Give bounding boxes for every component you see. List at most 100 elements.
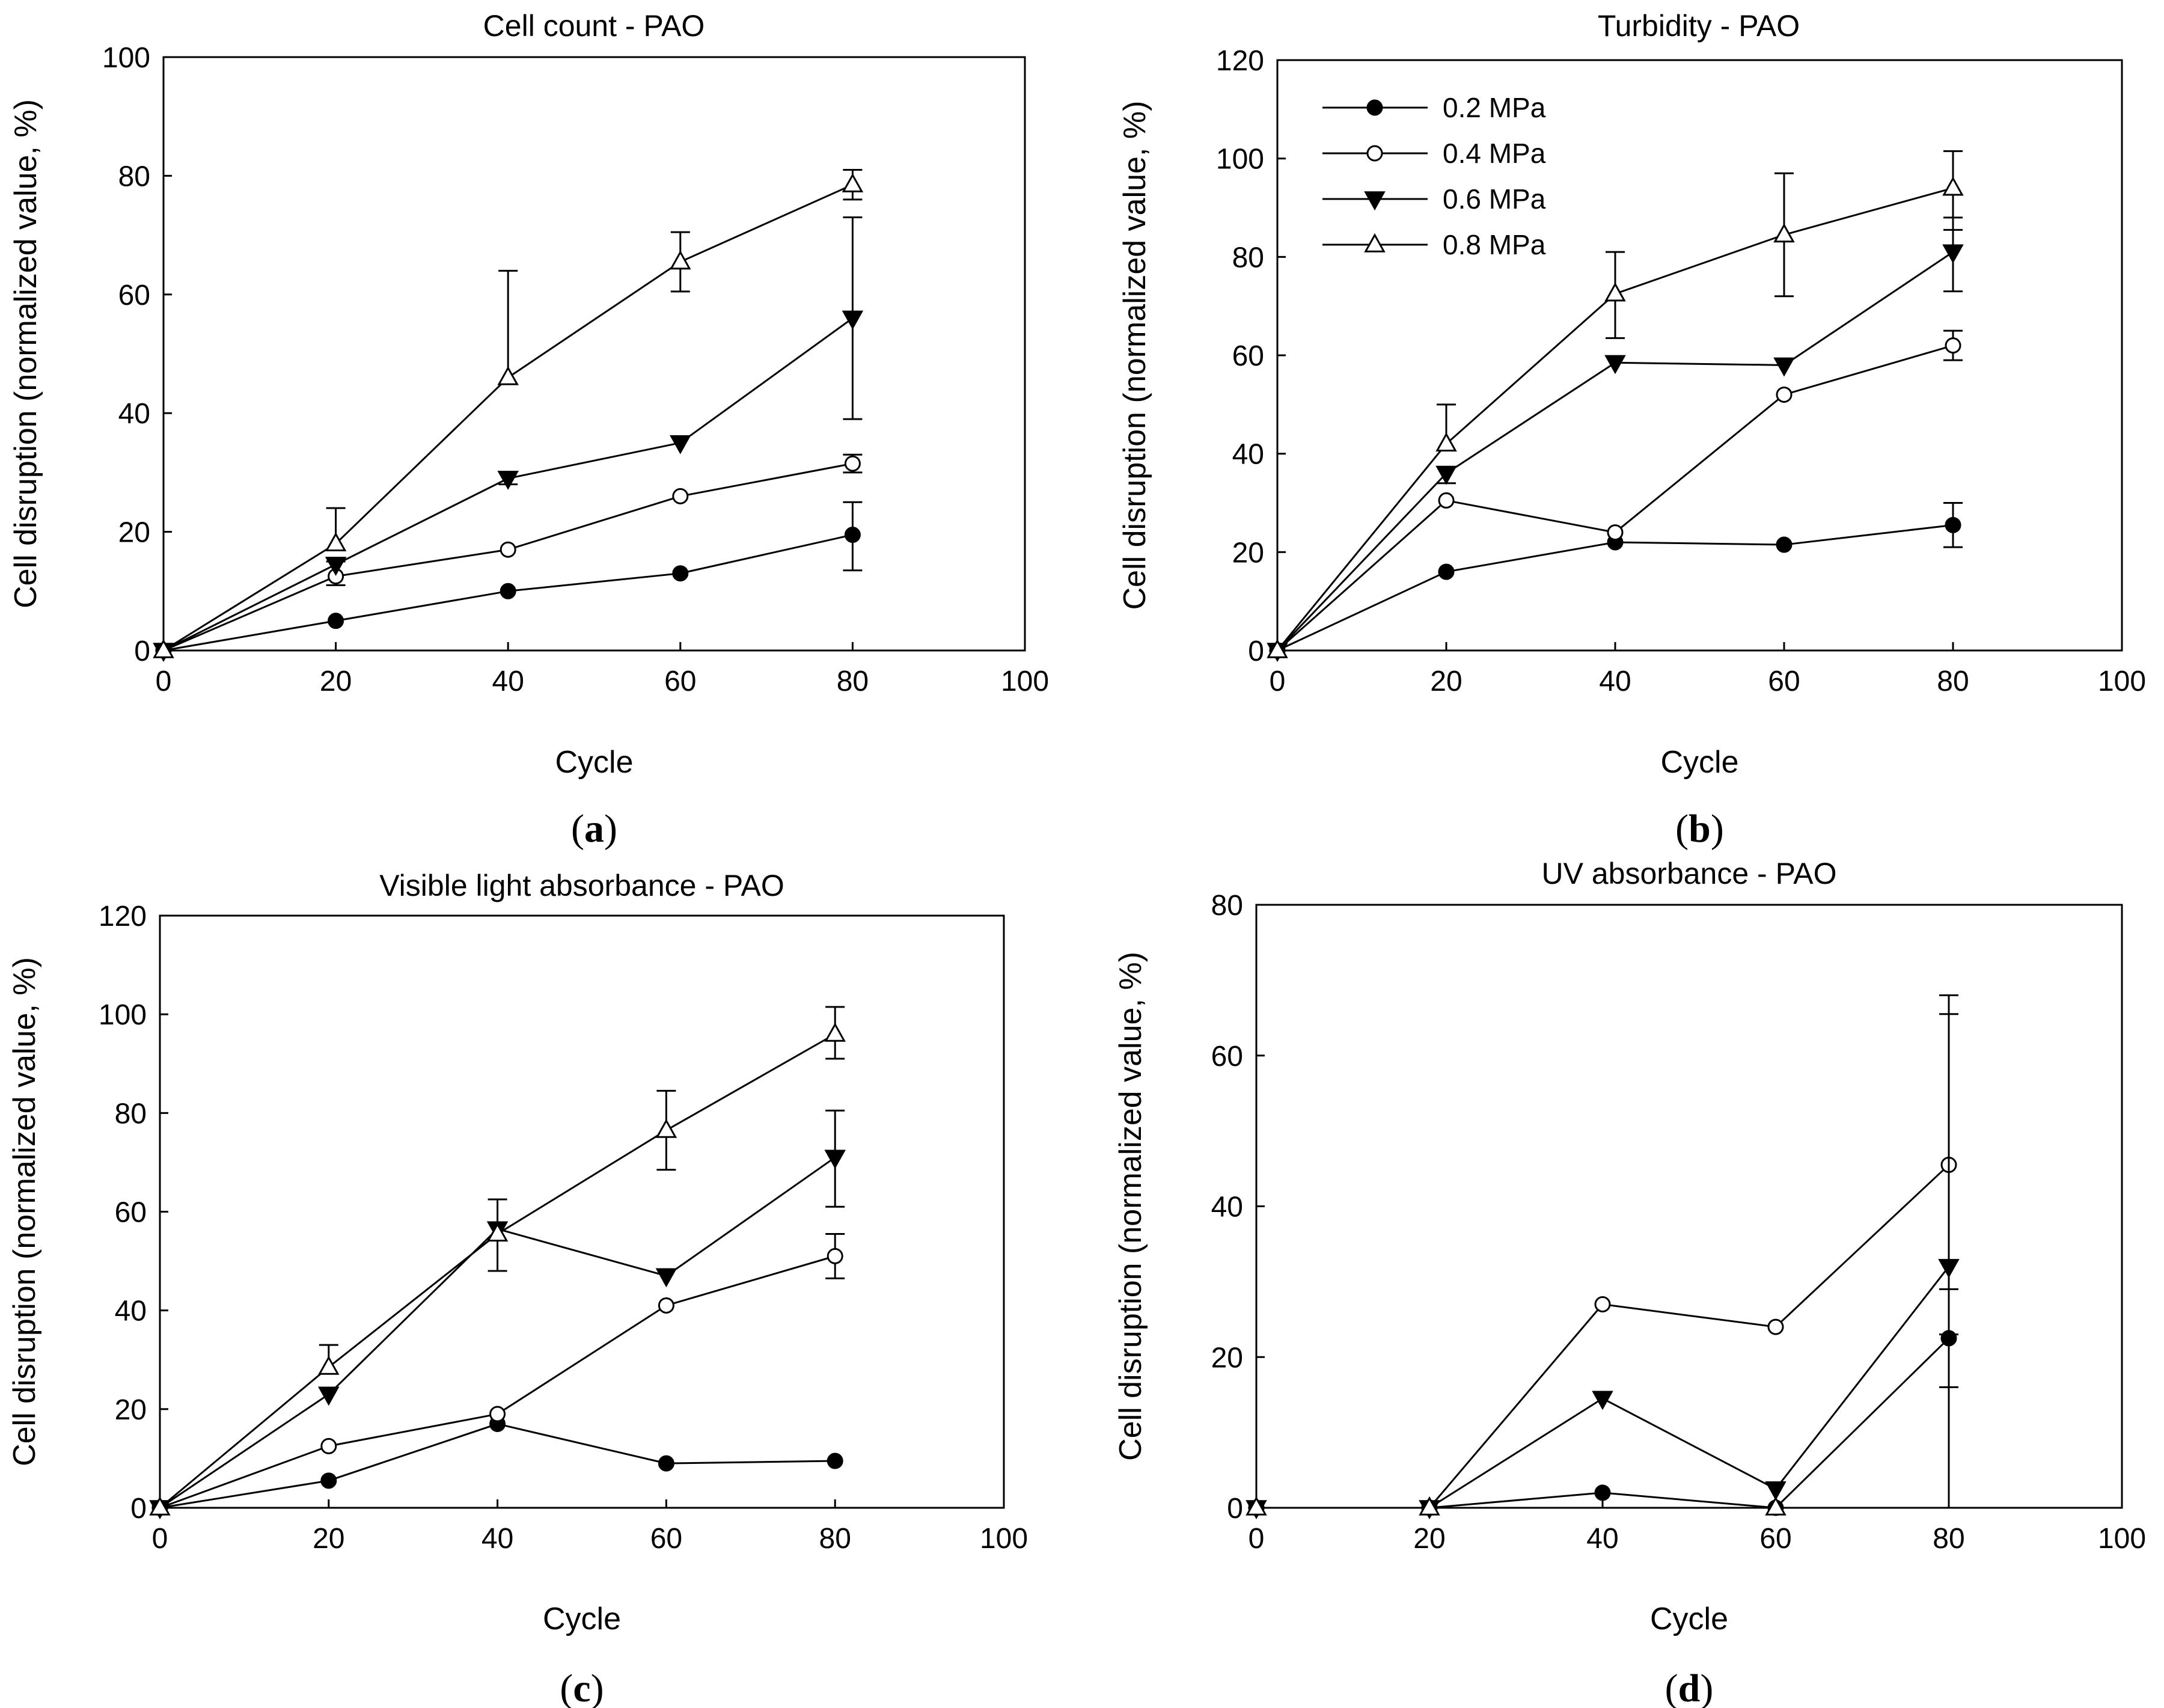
data-point [658,1297,674,1314]
data-point [658,1455,674,1472]
legend-label: 0.2 MPa [1443,92,1546,123]
series-line-segment [1615,394,1785,533]
x-tick-label: 40 [492,666,524,697]
series-line-segment [335,590,509,622]
y-tick-label: 80 [118,161,150,192]
data-point [1765,1496,1787,1516]
series-line-segment [1428,1303,1604,1508]
y-tick-label: 80 [1211,890,1243,922]
legend-entry: 0.2 MPa [1322,92,1546,123]
data-point [844,527,861,543]
series-line-segment [497,1129,667,1235]
series-line-segment [1774,1337,1950,1509]
series-0-4-mpa [155,453,863,659]
series-line-segment [508,572,680,592]
data-point [670,435,691,455]
subfigure-label: (c) [560,1667,604,1708]
chart-panel-c: Visible light absorbance - PAO 0 20 40 60 80 1… [7,869,1028,1708]
x-axis-label: Cycle [555,745,633,780]
x-tick-label: 100 [2098,1523,2146,1555]
y-tick-label: 100 [1216,144,1264,176]
x-tick-label: 60 [1768,666,1800,697]
plot-frame [1255,904,2123,1509]
data-point [842,173,864,192]
y-tick-label: 20 [118,517,150,549]
y-tick-label: 120 [1216,45,1264,77]
subfigure-letter: b [1689,807,1711,851]
series-line-segment [328,1423,498,1482]
data-point [672,565,689,582]
series-line-segment [680,183,854,263]
data-point [486,1222,509,1242]
series-0-4-mpa [151,1232,845,1516]
series-line-segment [507,495,681,551]
plot-frame [1276,59,2123,652]
series-line-segment [1276,443,1447,651]
series-line-segment [328,1413,498,1447]
data-point [844,455,861,472]
legend-entry: 0.6 MPa [1322,183,1546,215]
y-tick-label: 100 [99,999,147,1031]
subfigure-paren-close: ) [1700,1667,1713,1708]
data-point [1945,337,1961,354]
legend-marker [1366,99,1383,116]
legend-entry: 0.4 MPa [1322,138,1546,169]
series-0-4-mpa [1248,994,1958,1516]
chart-title: Cell count - PAO [483,9,705,43]
series-line-segment [1277,571,1447,652]
series-line-segment [1602,1303,1776,1328]
data-point [1767,1318,1784,1335]
plot-frame [159,914,1005,1509]
data-point [1938,1259,1960,1278]
data-point [318,1355,340,1375]
data-point [1594,1296,1611,1312]
subfigure-label: (b) [1675,807,1724,851]
series-line-segment [666,1460,836,1465]
y-axis-label: Cell disruption (normalized value, %) [8,99,43,608]
subfigure-paren-open: ( [571,807,584,851]
legend-label: 0.8 MPa [1443,229,1546,260]
data-point [1945,516,1961,533]
y-axis-label: Cell disruption (normalized value, %) [1113,952,1148,1461]
series-line-segment [163,620,336,652]
y-tick-label: 40 [118,398,150,430]
data-point [1776,386,1793,403]
data-point [489,1406,506,1422]
series-line-segment [1774,1266,1950,1490]
series-line-segment [1446,541,1616,573]
y-tick-label: 20 [1211,1342,1243,1374]
series-0-2-mpa [155,501,863,659]
series-line-segment [1602,1492,1776,1509]
series-line-segment [328,1233,498,1368]
data-point [1773,357,1795,377]
y-tick-label: 80 [1232,242,1264,274]
data-point [149,1496,171,1516]
data-point [824,1022,846,1042]
x-tick-label: 20 [313,1523,344,1555]
y-tick-label: 40 [1232,439,1264,471]
series-line-segment [507,442,681,480]
data-point [827,1247,843,1264]
subfigure-paren-open: ( [560,1667,573,1708]
series-0-6-mpa [149,1109,846,1520]
x-tick-label: 60 [1759,1523,1791,1555]
data-point [1438,492,1455,509]
chart-title: Turbidity - PAO [1598,9,1800,43]
data-point [500,541,516,558]
y-tick-label: 120 [99,901,147,932]
chart-title: Visible light absorbance - PAO [379,869,784,902]
data-point [325,532,347,552]
x-tick-label: 100 [2098,666,2146,697]
series-0-8-mpa [153,169,864,658]
y-tick-label: 0 [130,1493,147,1525]
series-0-8-mpa [149,1006,846,1516]
y-tick-label: 20 [1232,537,1264,569]
data-point [1267,638,1288,658]
series-line-segment [1429,1492,1603,1509]
subfigure-letter: c [573,1667,590,1708]
series-0-6-mpa [1246,1013,1960,1520]
x-tick-label: 80 [819,1523,851,1555]
data-point [1942,244,1964,264]
series-line-segment [497,1228,667,1277]
data-point [497,366,519,385]
